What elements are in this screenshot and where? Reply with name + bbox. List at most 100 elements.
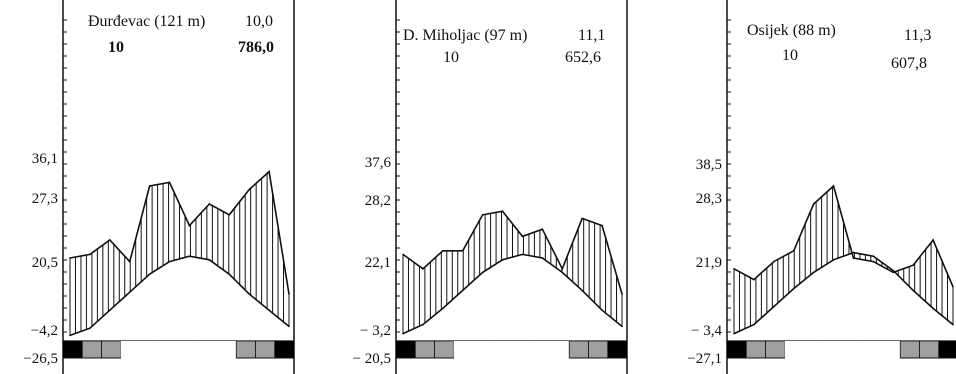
y-tick-label: 28,3 [696, 191, 722, 207]
y-tick-label: −26,5 [23, 351, 58, 367]
temperature-point [501, 259, 504, 261]
y-tick-label: 27,3 [32, 191, 58, 207]
temperature-point [872, 255, 875, 257]
y-tick-label: 36,1 [32, 151, 58, 167]
temperature-point [228, 273, 231, 276]
precipitation-point [852, 257, 855, 259]
temperature-point [773, 305, 775, 308]
temperature-point [561, 271, 564, 274]
mean-temperature: 10,0 [245, 13, 273, 30]
precipitation-point [148, 185, 151, 187]
frost-bar-cell-white [784, 341, 804, 358]
precipitation-point [621, 293, 623, 295]
temperature-point [832, 259, 835, 261]
y-ticks: 36,1 27,3 20,5 −4,2 −26,5 [23, 19, 67, 367]
frost-bar-cell-white [804, 341, 824, 358]
temperature-point [521, 253, 524, 256]
precipitation-point [168, 181, 171, 184]
y-tick-label: 28,2 [365, 193, 391, 209]
precipitation-curve [733, 184, 954, 288]
frost-bar-cell-black [274, 341, 294, 358]
precipitation-point [208, 203, 211, 205]
precipitation-point [128, 260, 131, 263]
frost-bar-cell-gray [414, 340, 435, 359]
y-tick-label: 37,6 [365, 155, 392, 171]
frost-bar-cell-gray [101, 340, 122, 359]
temperature-point [541, 257, 544, 259]
precipitation-point [773, 260, 775, 263]
frost-bar-cell-gray [588, 340, 609, 359]
frost-bar-cell-white [842, 341, 862, 358]
frost-bar-cell-black [396, 341, 416, 358]
temperature-point [461, 289, 464, 292]
temperature-point [753, 323, 755, 326]
precipitation-point [932, 239, 934, 241]
temperature-point [168, 260, 171, 263]
frost-bar-cell-gray [765, 340, 786, 359]
precipitation-point [422, 268, 424, 270]
precipitation-point [402, 253, 404, 256]
frost-bar-cell-black [938, 341, 956, 358]
precipitation-curve [69, 170, 290, 295]
plot-area [69, 170, 290, 337]
climate-diagram-d-miholjac: D. Miholjac (97 m) 11,1 10 652,6 37,6 28,… [353, 0, 628, 374]
y-tick-label: 22,1 [365, 255, 391, 271]
precipitation-point [461, 250, 464, 252]
years-of-record: 10 [782, 47, 798, 64]
temperature-point [621, 325, 623, 328]
temperature-point [128, 291, 131, 294]
temperature-point [288, 325, 290, 328]
y-ticks: 37,6 28,2 22,1 − 3,2 − 20,5 [353, 19, 400, 367]
precipitation-point [442, 250, 444, 252]
climate-diagram-osijek: Osijek (88 m) 11,3 10 607,8 38,5 28,3 21,9… [687, 0, 956, 374]
frost-bar-cell-white [217, 341, 237, 358]
plot-area [402, 210, 623, 335]
precipitation-point [832, 185, 835, 187]
temperature-point [892, 269, 895, 272]
temperature-point [932, 307, 934, 310]
precipitation-point [288, 293, 290, 295]
temperature-point [109, 309, 111, 312]
station-name: D. Miholjac (97 m) [403, 27, 527, 44]
frost-bar-cell-white [530, 341, 550, 358]
precipitation-point [753, 278, 755, 281]
precipitation-point [733, 268, 735, 270]
frost-bar [396, 340, 627, 359]
y-tick-label: − 20,5 [353, 351, 391, 367]
precipitation-point [952, 286, 954, 288]
temperature-point [422, 323, 424, 326]
temperature-point [481, 271, 484, 274]
y-tick-label: − 3,2 [360, 323, 391, 339]
frost-bar-cell-black [63, 341, 83, 358]
temperature-point [812, 271, 815, 274]
temperature-point [89, 327, 91, 330]
precipitation-point [69, 257, 71, 259]
mean-temperature: 11,1 [578, 27, 605, 44]
temperature-point [442, 307, 444, 310]
precipitation-point [188, 224, 191, 227]
frost-bar-cell-white [178, 341, 198, 358]
temperature-point [952, 323, 954, 326]
temperature-curve [69, 255, 290, 337]
years-of-record: 10 [108, 39, 124, 56]
precipitation-point [501, 210, 504, 212]
frost-bar [727, 340, 956, 359]
temperature-point [248, 293, 250, 295]
y-tick-label: − 3,4 [691, 323, 722, 339]
annual-precipitation: 607,8 [891, 55, 927, 72]
temperature-point [268, 309, 270, 312]
frost-bar-cell-white [492, 341, 512, 358]
frost-bar-cell-white [823, 341, 843, 358]
temperature-point [852, 251, 855, 254]
temperature-point [912, 289, 914, 292]
mean-temperature: 11,3 [904, 27, 931, 44]
climate-diagram-durdevac: Đurđevac (121 m) 10,0 10 786,0 36,1 27,3 2… [23, 0, 295, 374]
precipitation-point [541, 228, 544, 230]
temperature-point [208, 259, 211, 261]
years-of-record: 10 [443, 49, 459, 66]
temperature-point [402, 332, 404, 335]
precipitation-point [481, 214, 484, 216]
temperature-point [581, 289, 583, 292]
frost-bar-cell-white [550, 341, 570, 358]
